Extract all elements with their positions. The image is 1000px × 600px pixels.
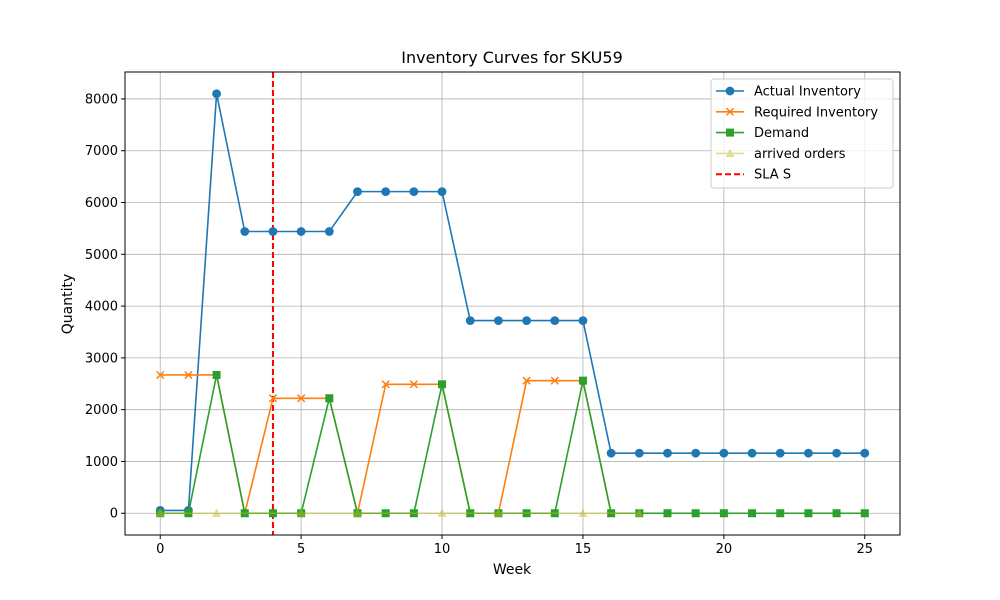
data-point [634,508,644,517]
legend-label: SLA S [754,168,791,183]
data-point [381,187,391,197]
data-point [804,509,813,518]
series-line [160,93,865,512]
axis-ticks: 0 5 10 15 20 25 0 1000 2000 3000 4000 5000 6000 7000 8… [85,92,873,557]
data-point [725,148,735,157]
data-point [438,380,447,389]
y-axis-label: Quantity [60,274,76,335]
data-point [634,448,644,458]
data-point [465,316,475,325]
series-required-inventory [156,370,869,518]
data-point [324,227,334,236]
data-point [353,187,362,197]
data-point [776,509,785,518]
data-point [522,316,531,325]
data-point [663,448,672,458]
x-tick-label: 20 [716,542,733,557]
y-tick-label: 7000 [85,144,118,159]
y-tick-label: 1000 [85,455,118,470]
data-point [268,227,278,236]
data-point [494,316,503,325]
legend-label: Required Inventory [754,105,878,120]
data-point [212,89,221,99]
data-point [184,370,193,380]
data-point [353,508,362,517]
data-point [748,509,757,518]
data-point [719,448,729,458]
data-point [409,187,419,197]
data-point [437,508,447,517]
data-point [578,508,588,517]
data-point [381,380,390,389]
x-tick-label: 10 [434,542,451,557]
data-point [804,448,813,458]
legend-entry [716,86,744,96]
data-point [832,448,841,458]
data-point [550,316,560,325]
data-point [860,448,870,458]
data-point [268,394,278,403]
data-point [155,508,165,517]
data-point [663,509,672,518]
data-point [409,380,418,389]
data-point [156,370,165,380]
legend-box [710,78,894,189]
legend-entry [716,107,744,116]
legend-label: Actual Inventory [754,85,861,100]
data-point [296,227,306,236]
data-point [240,227,250,236]
legend: Actual Inventory Required Inventory Demand… [710,78,894,189]
data-point [860,509,869,518]
data-point [550,376,559,385]
series-actual-inventory [155,89,870,515]
legend-entry [716,128,744,137]
data-point [325,394,334,403]
data-point [212,370,221,379]
chart-title: Inventory Curves for SKU59 [401,48,623,67]
plot-area [124,71,901,536]
data-point [691,509,700,518]
x-tick-label: 25 [856,542,873,557]
x-axis-label: Week [493,562,532,578]
y-tick-label: 5000 [85,248,118,263]
y-tick-label: 3000 [85,351,118,366]
y-tick-label: 4000 [85,300,118,315]
series-arrived-orders [155,508,644,517]
data-point [691,448,701,458]
legend-label: arrived orders [754,147,846,162]
data-point [578,316,588,325]
data-point [726,128,734,137]
data-point [522,376,531,385]
data-point [747,448,757,458]
data-point [297,394,306,403]
data-point [775,448,785,458]
series-line [160,374,865,515]
x-tick-label: 0 [156,542,164,557]
data-point [832,509,841,518]
x-tick-label: 15 [575,542,592,557]
data-point [212,508,221,517]
legend-label: Demand [754,126,809,141]
y-tick-label: 8000 [85,92,118,107]
data-point [296,508,306,517]
series-layer [155,89,870,518]
data-point [606,448,616,458]
data-point [578,376,587,385]
data-point [494,508,503,517]
data-point [719,509,728,518]
y-tick-label: 0 [110,507,118,522]
data-point [725,107,735,116]
x-tick-label: 5 [297,542,305,557]
y-tick-label: 2000 [85,403,118,418]
legend-entry [716,148,744,157]
data-point [725,86,735,96]
y-tick-label: 6000 [85,196,118,211]
data-point [437,187,447,197]
